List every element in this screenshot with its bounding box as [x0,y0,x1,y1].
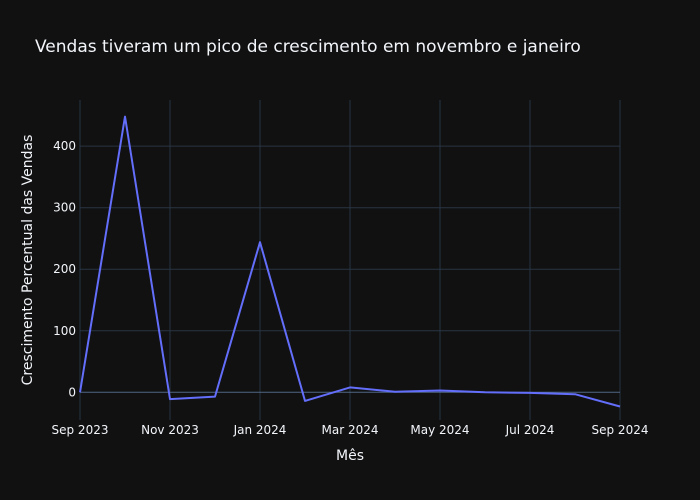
data-point [437,387,443,393]
y-axis-ticks: 0 100 200 300 400 [53,139,76,399]
x-tick-label: Jul 2024 [505,423,555,437]
x-tick-label: May 2024 [410,423,469,437]
y-tick-label: 0 [68,385,76,399]
data-point [347,384,353,390]
data-point [257,239,263,245]
y-tick-label: 100 [53,324,76,338]
data-point [527,390,533,396]
y-tick-label: 300 [53,201,76,215]
data-point [122,114,128,120]
x-axis-ticks: Sep 2023 Nov 2023 Jan 2024 Mar 2024 May 2024… [52,423,649,437]
data-point [167,396,173,402]
x-tick-label: Jan 2024 [233,423,287,437]
chart-title: Vendas tiveram um pico de crescimento em… [35,37,581,57]
data-point [77,389,83,395]
series-layer [77,114,623,409]
data-point [482,389,488,395]
grid [79,100,621,420]
x-tick-label: Mar 2024 [322,423,379,437]
x-tick-label: Nov 2023 [141,423,199,437]
x-axis-title: Mês [336,448,364,464]
data-point [302,398,308,404]
data-point [572,391,578,397]
data-point [617,403,623,409]
data-point [392,389,398,395]
y-tick-label: 200 [53,262,76,276]
y-axis-title: Crescimento Percentual das Vendas [20,135,36,386]
x-tick-label: Sep 2024 [592,423,649,437]
x-tick-label: Sep 2023 [52,423,109,437]
y-tick-label: 400 [53,139,76,153]
series-line [79,115,621,408]
data-point [212,394,218,400]
